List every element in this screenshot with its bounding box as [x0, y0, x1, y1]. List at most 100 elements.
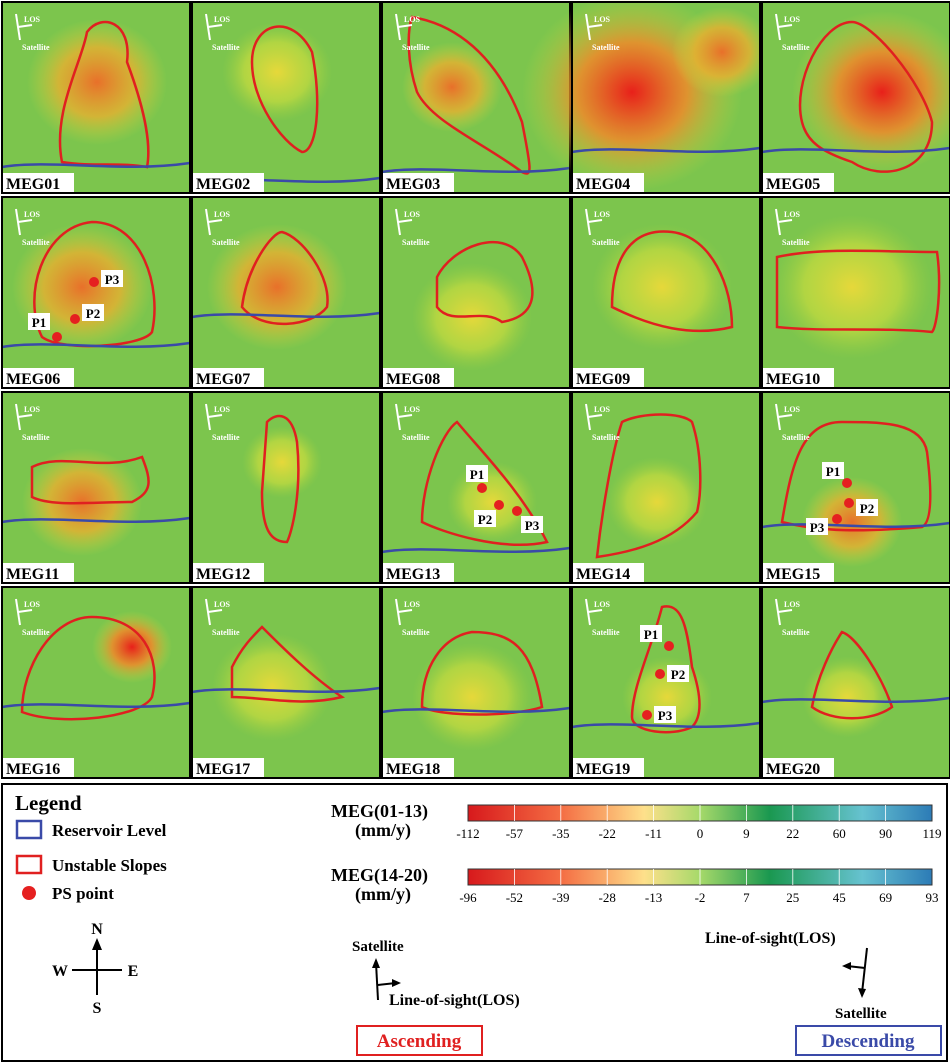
colorbar-tick-label: -39: [552, 890, 569, 905]
legend-item: Reservoir Level: [52, 821, 167, 840]
map-panel: LOSSatelliteMEG14: [572, 392, 760, 583]
ps-point: [52, 332, 62, 342]
ps-point: [832, 514, 842, 524]
ps-label: P2: [860, 501, 874, 516]
map-panel: LOSSatelliteMEG07: [192, 197, 380, 388]
deformation-hotspot: [212, 633, 332, 741]
deformation-hotspot: [242, 426, 322, 498]
panel-label: MEG12: [196, 566, 250, 583]
los-label: LOS: [214, 405, 231, 414]
colorbar-tick-label: -22: [599, 826, 616, 841]
legend: Legend Reservoir Level Unstable Slopes P…: [2, 784, 947, 1061]
satellite-label: Satellite: [782, 238, 810, 247]
satellite-label: Satellite: [782, 628, 810, 637]
colorbar-tick-label: 119: [922, 826, 941, 841]
ps-label: P2: [671, 667, 685, 682]
satellite-label: Satellite: [402, 43, 430, 52]
map-panel: LOSSatelliteMEG02: [192, 2, 380, 193]
satellite-label: Satellite: [592, 238, 620, 247]
ps-label: P2: [86, 306, 100, 321]
los-label: LOS: [594, 600, 611, 609]
deformation-hotspot: [607, 457, 707, 547]
panel-label: MEG08: [386, 371, 440, 388]
colorbar-tick-label: 93: [926, 890, 939, 905]
ascending-label: Ascending: [377, 1031, 462, 1052]
colorbar-tick-label: -35: [552, 826, 569, 841]
panel-label: MEG19: [576, 761, 630, 778]
colorbar-tick-label: -2: [695, 890, 706, 905]
panel-label: MEG15: [766, 566, 820, 583]
satellite-label: Satellite: [22, 433, 50, 442]
los-label: LOS: [404, 15, 421, 24]
legend-item: PS point: [52, 884, 114, 903]
ps-point: [655, 669, 665, 679]
colorbar-tick-label: 45: [833, 890, 846, 905]
ps-point: [844, 498, 854, 508]
colorbar-tick-label: -13: [645, 890, 662, 905]
figure: LOSSatelliteMEG01LOSSatelliteMEG02LOSSat…: [0, 0, 950, 1063]
los-label: LOS: [404, 210, 421, 219]
map-panel: LOSSatelliteP1P2P3MEG15: [762, 392, 950, 583]
los-label: LOS: [24, 600, 41, 609]
ps-point: [70, 314, 80, 324]
colorbar-title: MEG(14-20): [331, 865, 428, 886]
ps-label: P1: [826, 464, 840, 479]
panel-label: MEG03: [386, 176, 440, 193]
compass-s: S: [93, 1000, 102, 1017]
panel-label: MEG11: [6, 566, 59, 583]
panel-label: MEG20: [766, 761, 820, 778]
colorbar-tick-label: 0: [697, 826, 704, 841]
deformation-hotspot: [402, 42, 502, 132]
los-label: LOS: [214, 15, 231, 24]
colorbar-tick-label: 25: [786, 890, 799, 905]
map-panel: LOSSatelliteMEG16: [2, 587, 190, 778]
panel-label: MEG04: [576, 176, 630, 193]
colorbar-tick-label: 22: [786, 826, 799, 841]
descending-label: Descending: [822, 1031, 915, 1052]
panel-label: MEG10: [766, 371, 820, 388]
satellite-label: Satellite: [212, 628, 240, 637]
map-panel: LOSSatelliteP1P2P3MEG19: [572, 587, 760, 778]
los-label: LOS: [24, 15, 41, 24]
compass-e: E: [128, 963, 139, 980]
legend-item: Unstable Slopes: [52, 856, 167, 875]
satellite-label: Satellite: [782, 43, 810, 52]
asc-los: Line-of-sight(LOS): [389, 992, 520, 1009]
los-label: LOS: [594, 405, 611, 414]
los-label: LOS: [404, 405, 421, 414]
ps-point: [494, 500, 504, 510]
satellite-label: Satellite: [22, 238, 50, 247]
colorbar-tick-label: -57: [506, 826, 524, 841]
compass-n: N: [91, 921, 103, 938]
colorbar-tick-label: 90: [879, 826, 892, 841]
satellite-label: Satellite: [212, 433, 240, 442]
satellite-label: Satellite: [592, 433, 620, 442]
satellite-label: Satellite: [592, 43, 620, 52]
ps-point: [477, 483, 487, 493]
colorbar-tick-label: 9: [743, 826, 750, 841]
panel-label: MEG18: [386, 761, 440, 778]
map-panel: LOSSatelliteMEG09: [572, 197, 760, 388]
colorbar-tick-label: -28: [599, 890, 616, 905]
ps-point: [89, 277, 99, 287]
ps-point: [664, 641, 674, 651]
panel-label: MEG02: [196, 176, 250, 193]
panel-label: MEG06: [6, 371, 60, 388]
map-panel: LOSSatelliteMEG05: [762, 2, 950, 193]
map-panel: LOS Satellite MEG12: [192, 392, 380, 583]
los-label: LOS: [784, 210, 801, 219]
satellite-label: Satellite: [22, 43, 50, 52]
panel-label: MEG17: [196, 761, 250, 778]
los-label: LOS: [24, 210, 41, 219]
los-label: LOS: [784, 600, 801, 609]
map-panel: LOSSatelliteMEG17: [192, 587, 380, 778]
ps-label: P2: [478, 512, 492, 527]
desc-los: Line-of-sight(LOS): [705, 930, 836, 947]
colorbar-tick-label: -112: [456, 826, 479, 841]
satellite-label: Satellite: [402, 628, 430, 637]
satellite-label: Satellite: [22, 628, 50, 637]
deformation-hotspot: [92, 611, 172, 683]
